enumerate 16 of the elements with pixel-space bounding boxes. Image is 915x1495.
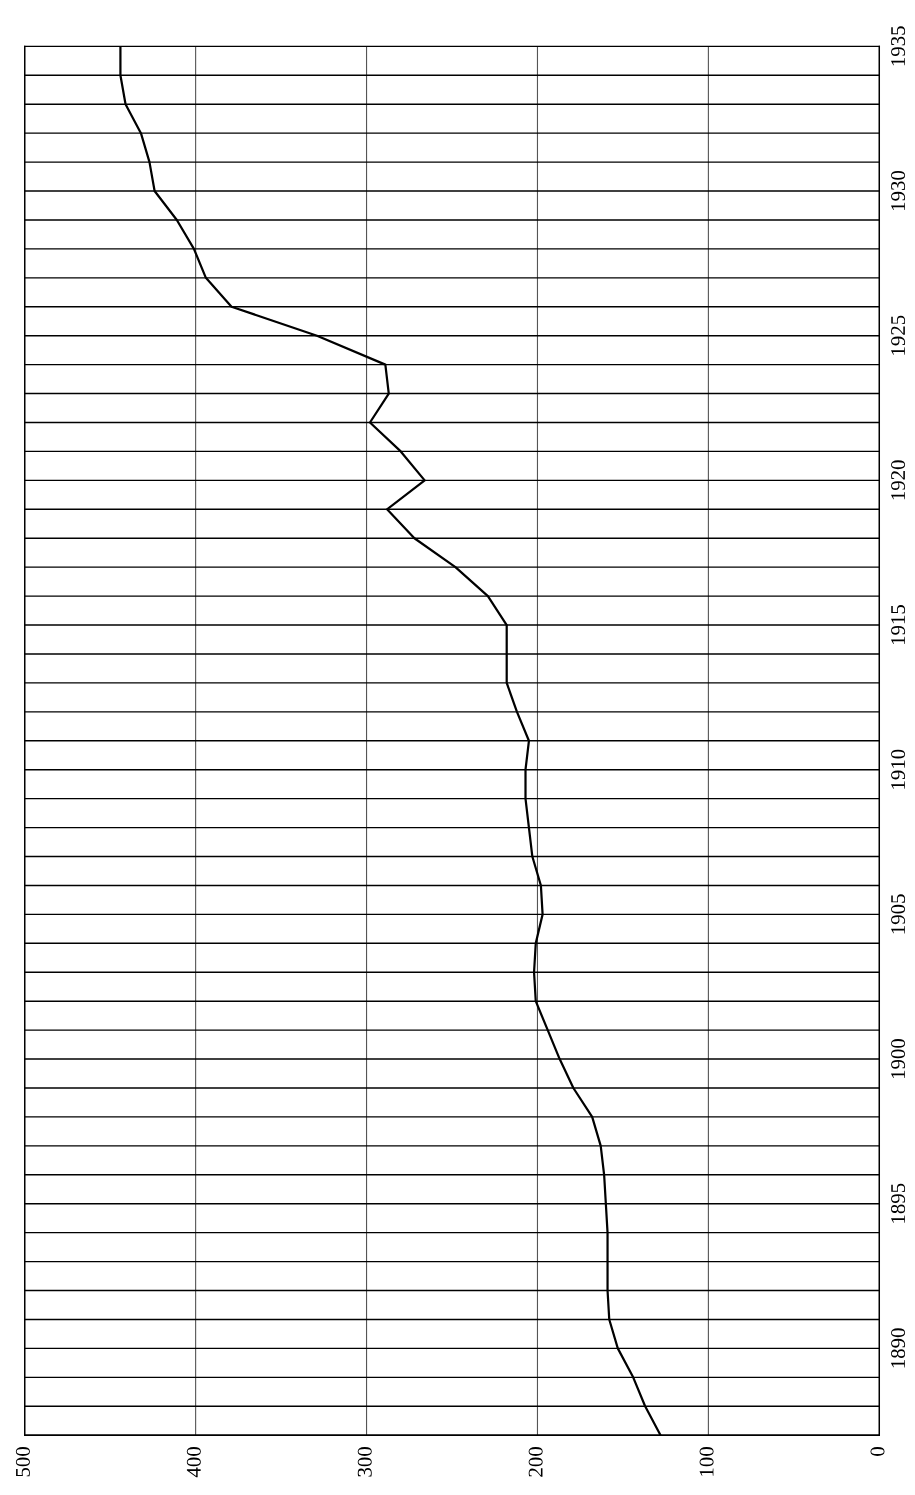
x-tick-label: 500 <box>15 1447 30 1477</box>
y-tick-label: 1900 <box>891 1039 906 1079</box>
y-tick-label: 1890 <box>891 1328 906 1368</box>
x-tick-label: 100 <box>699 1447 714 1476</box>
y-tick-label: 1910 <box>891 749 906 789</box>
y-tick-label: 1895 <box>891 1183 906 1223</box>
x-tick-label: 400 <box>186 1447 201 1478</box>
y-tick-label: 1930 <box>891 170 906 211</box>
y-tick-label: 1920 <box>891 460 906 500</box>
y-tick-label: 1925 <box>891 315 906 355</box>
x-tick-label: 300 <box>357 1447 372 1477</box>
y-tick-label: 1905 <box>891 894 906 934</box>
y-tick-label: 1915 <box>891 605 906 645</box>
x-tick-label: 0 <box>870 1447 885 1456</box>
x-tick-label: 200 <box>528 1447 543 1477</box>
y-tick-label: 1935 <box>891 26 906 66</box>
